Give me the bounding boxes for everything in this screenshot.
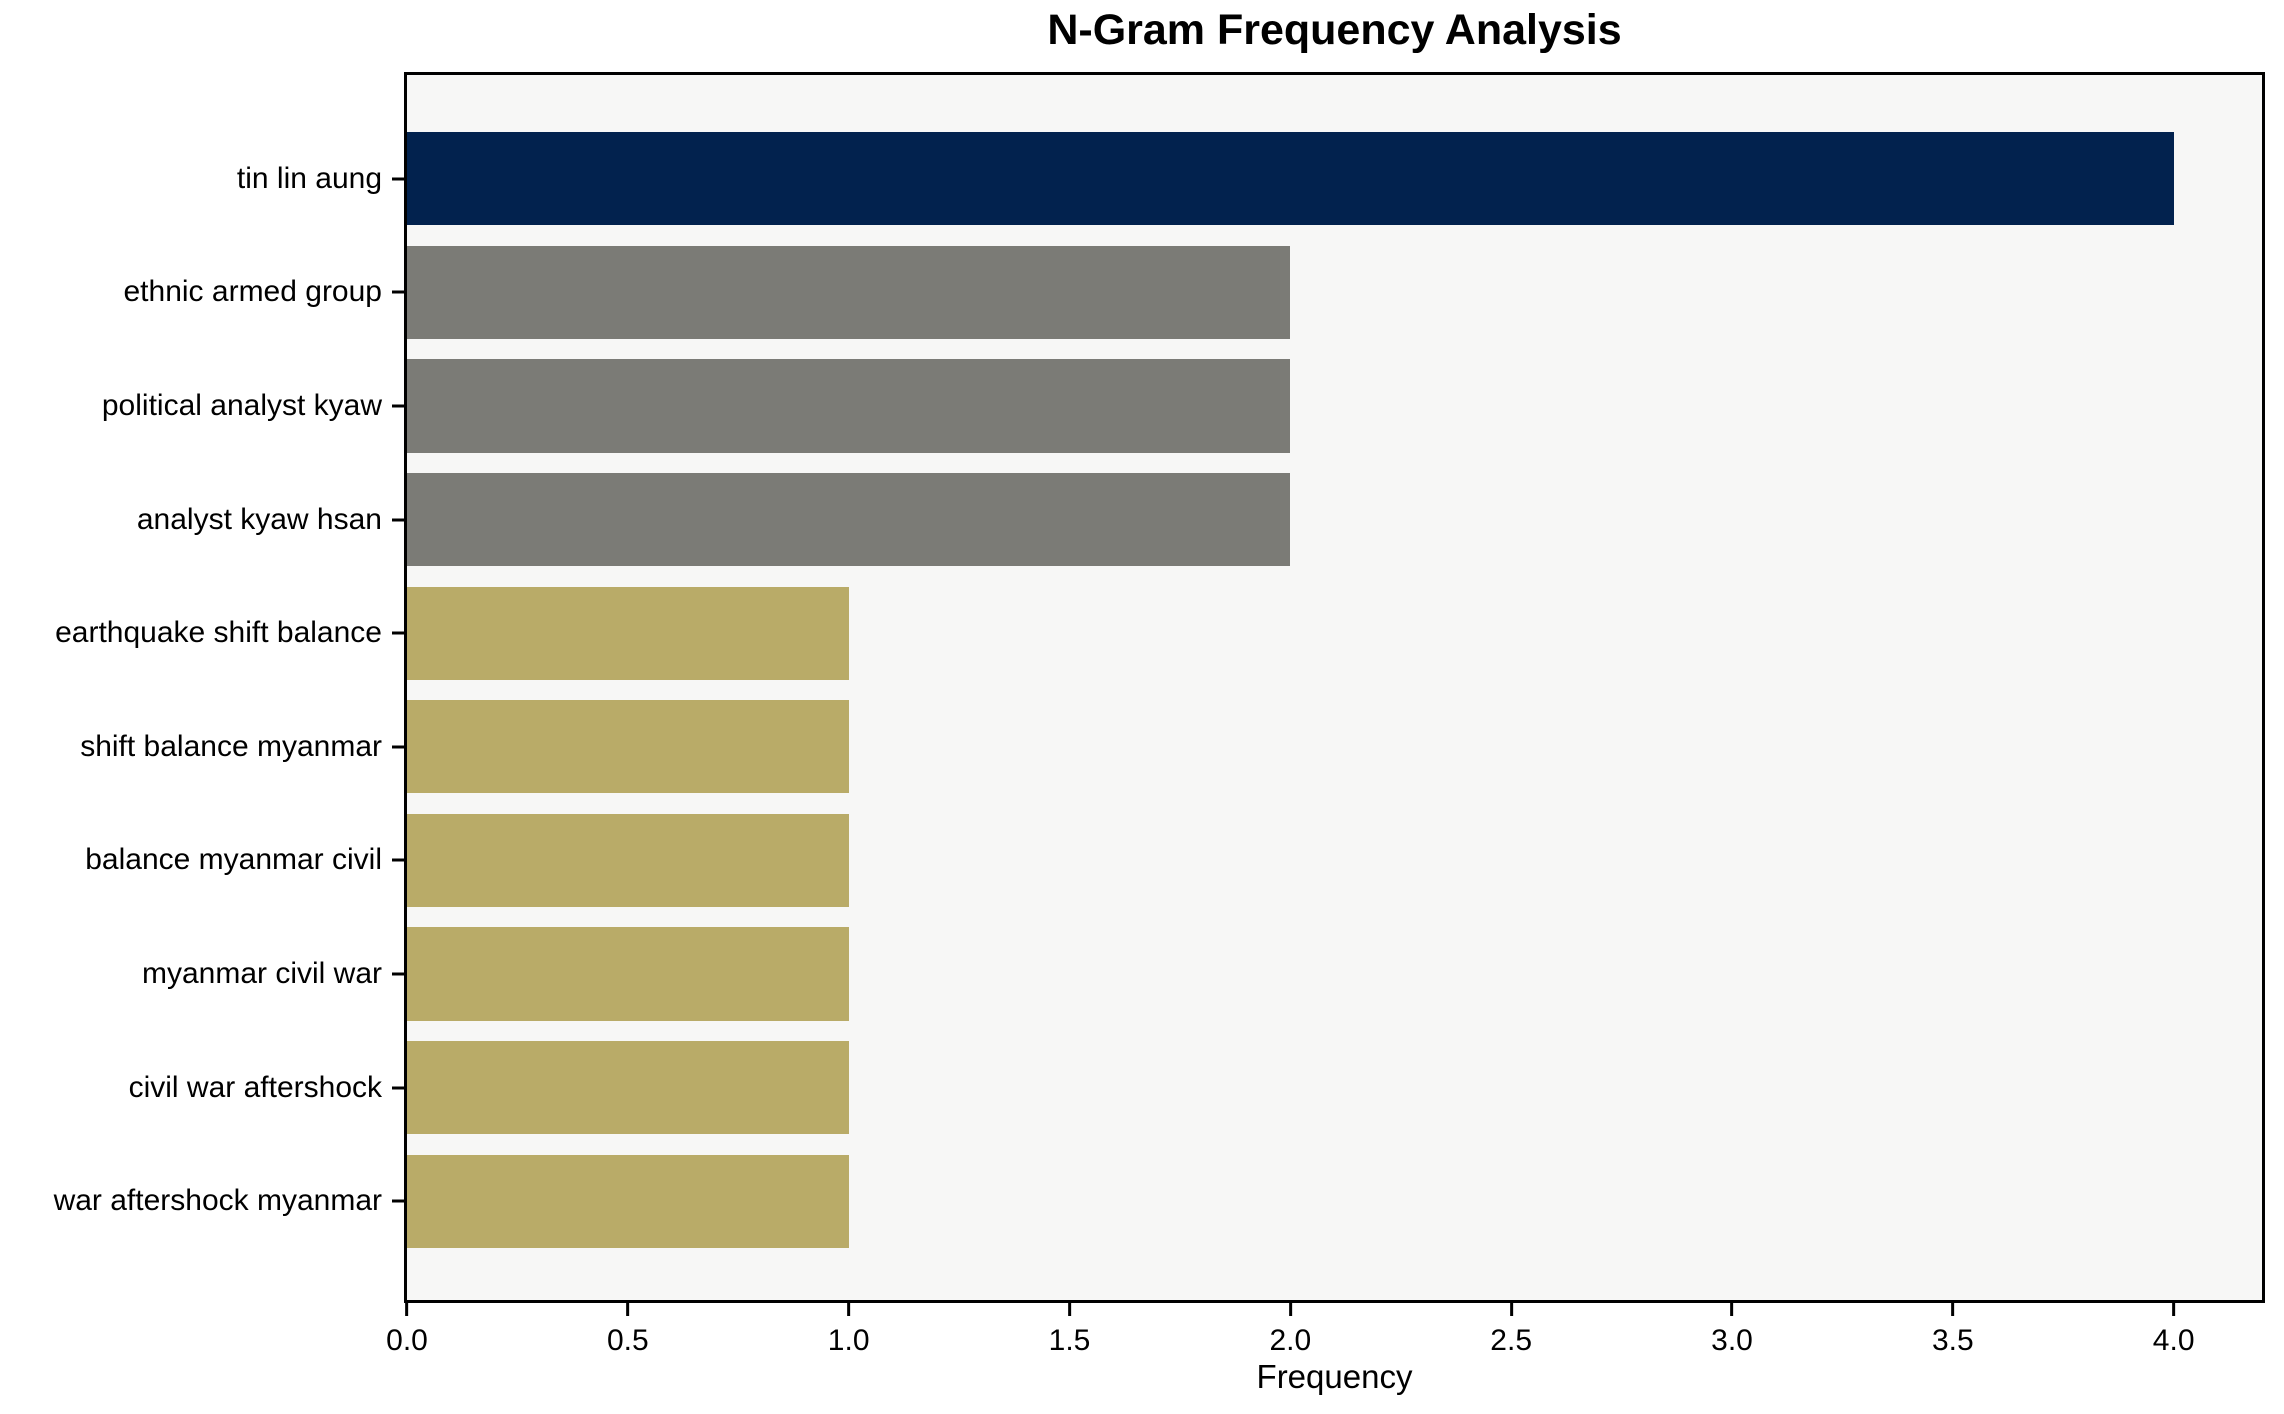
bar-row: analyst kyaw hsan bbox=[137, 463, 2262, 577]
bar-row: balance myanmar civil bbox=[85, 804, 2262, 918]
x-tick-label: 1.0 bbox=[827, 1324, 870, 1357]
frequency-bar bbox=[407, 1154, 849, 1248]
frequency-bar bbox=[407, 132, 2174, 226]
bar-row: civil war aftershock bbox=[129, 1031, 2262, 1145]
frequency-bar bbox=[407, 586, 849, 680]
bar-row: tin lin aung bbox=[237, 122, 2262, 236]
y-tick-mark bbox=[392, 518, 404, 522]
category-label: balance myanmar civil bbox=[85, 843, 382, 877]
category-label: shift balance myanmar bbox=[80, 729, 382, 763]
category-label: civil war aftershock bbox=[128, 1070, 382, 1104]
x-tick-mark bbox=[1288, 1303, 1292, 1316]
category-label: earthquake shift balance bbox=[55, 616, 382, 650]
bar-row: myanmar civil war bbox=[142, 917, 2262, 1031]
category-label: political analyst kyaw bbox=[101, 388, 382, 422]
x-axis-tick: 0.0 bbox=[386, 1303, 428, 1358]
x-axis-tick: 3.0 bbox=[1711, 1303, 1753, 1358]
x-tick-mark bbox=[405, 1303, 409, 1316]
bar-row: shift balance myanmar bbox=[80, 690, 2262, 804]
x-axis-tick: 2.0 bbox=[1269, 1303, 1311, 1358]
y-tick-mark bbox=[392, 404, 404, 408]
y-tick-mark bbox=[392, 177, 404, 181]
x-axis-tick: 1.0 bbox=[828, 1303, 870, 1358]
plot-area: tin lin aung ethnic armed group political … bbox=[54, 72, 2265, 1303]
bar-row: war aftershock myanmar bbox=[54, 1144, 2262, 1258]
x-tick-mark bbox=[1509, 1303, 1513, 1316]
category-label: myanmar civil war bbox=[141, 956, 382, 990]
frequency-bar bbox=[407, 813, 849, 907]
x-tick-label: 0.5 bbox=[606, 1324, 649, 1357]
x-axis-tick: 1.5 bbox=[1048, 1303, 1091, 1358]
x-tick-label: 3.5 bbox=[1931, 1324, 1974, 1357]
bars-area: tin lin aung ethnic armed group political … bbox=[54, 75, 2262, 1300]
x-tick-label: 0.0 bbox=[386, 1324, 428, 1357]
y-tick-mark bbox=[392, 631, 404, 635]
x-tick-label: 1.5 bbox=[1048, 1324, 1091, 1357]
x-tick-label: 4.0 bbox=[2152, 1324, 2195, 1357]
category-label: tin lin aung bbox=[236, 161, 382, 195]
x-axis-tick: 2.5 bbox=[1490, 1303, 1532, 1358]
x-axis-tick: 4.0 bbox=[2153, 1303, 2195, 1358]
frequency-bar bbox=[407, 700, 849, 794]
x-tick-mark bbox=[847, 1303, 851, 1316]
frequency-bar bbox=[407, 245, 1291, 339]
bar-row: political analyst kyaw bbox=[102, 349, 2262, 463]
x-tick-label: 2.5 bbox=[1490, 1324, 1533, 1357]
y-tick-mark bbox=[392, 1086, 404, 1090]
x-tick-label: 2.0 bbox=[1269, 1324, 1312, 1357]
x-axis-label: Frequency bbox=[1256, 1358, 1413, 1395]
category-label: war aftershock myanmar bbox=[53, 1184, 382, 1218]
chart-title: N-Gram Frequency Analysis bbox=[1047, 6, 1622, 54]
frequency-bar bbox=[407, 1040, 849, 1135]
y-tick-mark bbox=[392, 745, 404, 749]
x-axis-tick: 0.5 bbox=[607, 1303, 649, 1358]
y-tick-mark bbox=[392, 290, 404, 294]
frequency-bar bbox=[407, 359, 1291, 453]
bar-row: ethnic armed group bbox=[124, 236, 2262, 350]
x-tick-label: 3.0 bbox=[1711, 1324, 1753, 1357]
x-tick-mark bbox=[1951, 1303, 1955, 1316]
y-tick-mark bbox=[392, 1199, 404, 1203]
x-axis-tick: 3.5 bbox=[1932, 1303, 1974, 1358]
frequency-bar bbox=[407, 473, 1291, 567]
bar-row: earthquake shift balance bbox=[55, 576, 2262, 690]
y-tick-mark bbox=[392, 858, 404, 862]
frequency-bar bbox=[407, 927, 849, 1021]
x-tick-mark bbox=[2172, 1303, 2176, 1316]
x-tick-mark bbox=[626, 1303, 630, 1316]
x-tick-mark bbox=[1730, 1303, 1734, 1316]
category-label: ethnic armed group bbox=[123, 275, 383, 309]
y-tick-mark bbox=[392, 972, 404, 976]
category-label: analyst kyaw hsan bbox=[136, 502, 382, 536]
x-tick-mark bbox=[1068, 1303, 1071, 1316]
